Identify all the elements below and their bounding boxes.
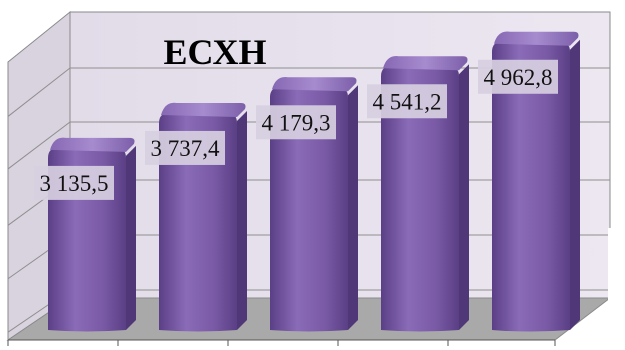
data-label-text: 3 135,5 (40, 171, 109, 196)
bar-side (570, 39, 580, 330)
bar-top (383, 56, 468, 71)
bar-side (348, 85, 358, 330)
data-label-text: 4 179,3 (262, 110, 331, 135)
chart-title: ЕСХН (163, 32, 266, 72)
data-label: 4 179,3 (256, 105, 336, 140)
data-label-box (34, 165, 114, 200)
bar-top (50, 137, 135, 152)
data-label-box (367, 84, 447, 119)
data-label: 3 737,4 (145, 130, 225, 165)
bar (270, 77, 358, 332)
data-label: 4 541,2 (367, 84, 447, 119)
bar-front (492, 41, 570, 332)
legend-area-blank (608, 228, 625, 300)
bar-front (381, 66, 459, 332)
data-label-text: 4 541,2 (373, 89, 442, 114)
x-axis-ticks (7, 340, 556, 346)
gridline-side (7, 67, 71, 117)
data-labels: 3 135,5 3 737,4 4 179,3 4 541,2 4 962,8 (34, 59, 558, 200)
data-label-box (478, 59, 558, 94)
data-label: 4 962,8 (478, 59, 558, 94)
data-label-box (145, 130, 225, 165)
data-label-box (256, 105, 336, 140)
bar (381, 56, 469, 332)
data-label-text: 3 737,4 (151, 136, 221, 161)
bar-top (494, 31, 579, 46)
bar-side (459, 64, 469, 330)
data-label: 3 135,5 (34, 165, 114, 200)
gridline-side (7, 121, 71, 170)
bar (492, 31, 580, 332)
bar-side (237, 110, 247, 331)
bar-front (270, 87, 348, 332)
bar-top (161, 102, 246, 117)
bar-side (126, 145, 136, 330)
bar-top (272, 77, 357, 92)
bar-front (159, 112, 237, 332)
bar (159, 102, 247, 332)
data-label-text: 4 962,8 (484, 65, 553, 90)
